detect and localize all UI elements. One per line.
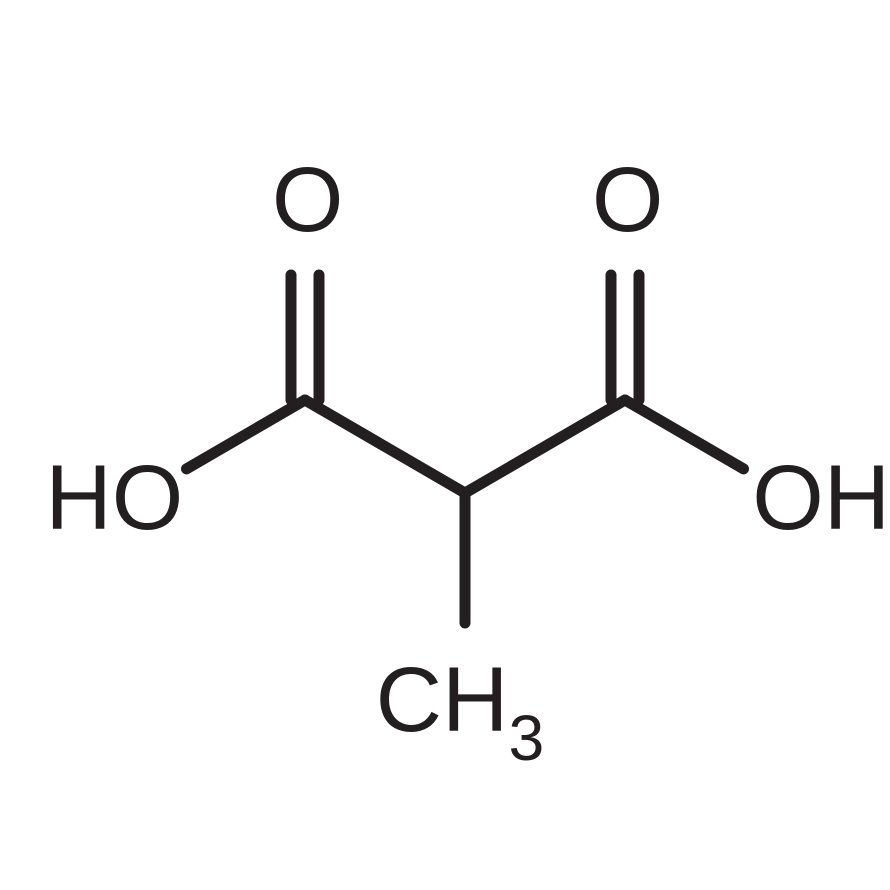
atom-label-oxygen-top-right: O <box>592 154 664 246</box>
atom-label-oxygen-top-left: O <box>272 154 344 246</box>
atom-label-hydroxyl-right: OH <box>752 452 890 544</box>
atom-label-methyl: CH3 <box>376 654 545 761</box>
chemical-structure-canvas: O O HO OH CH3 <box>0 0 890 890</box>
atom-label-hydroxyl-left: HO <box>45 452 183 544</box>
